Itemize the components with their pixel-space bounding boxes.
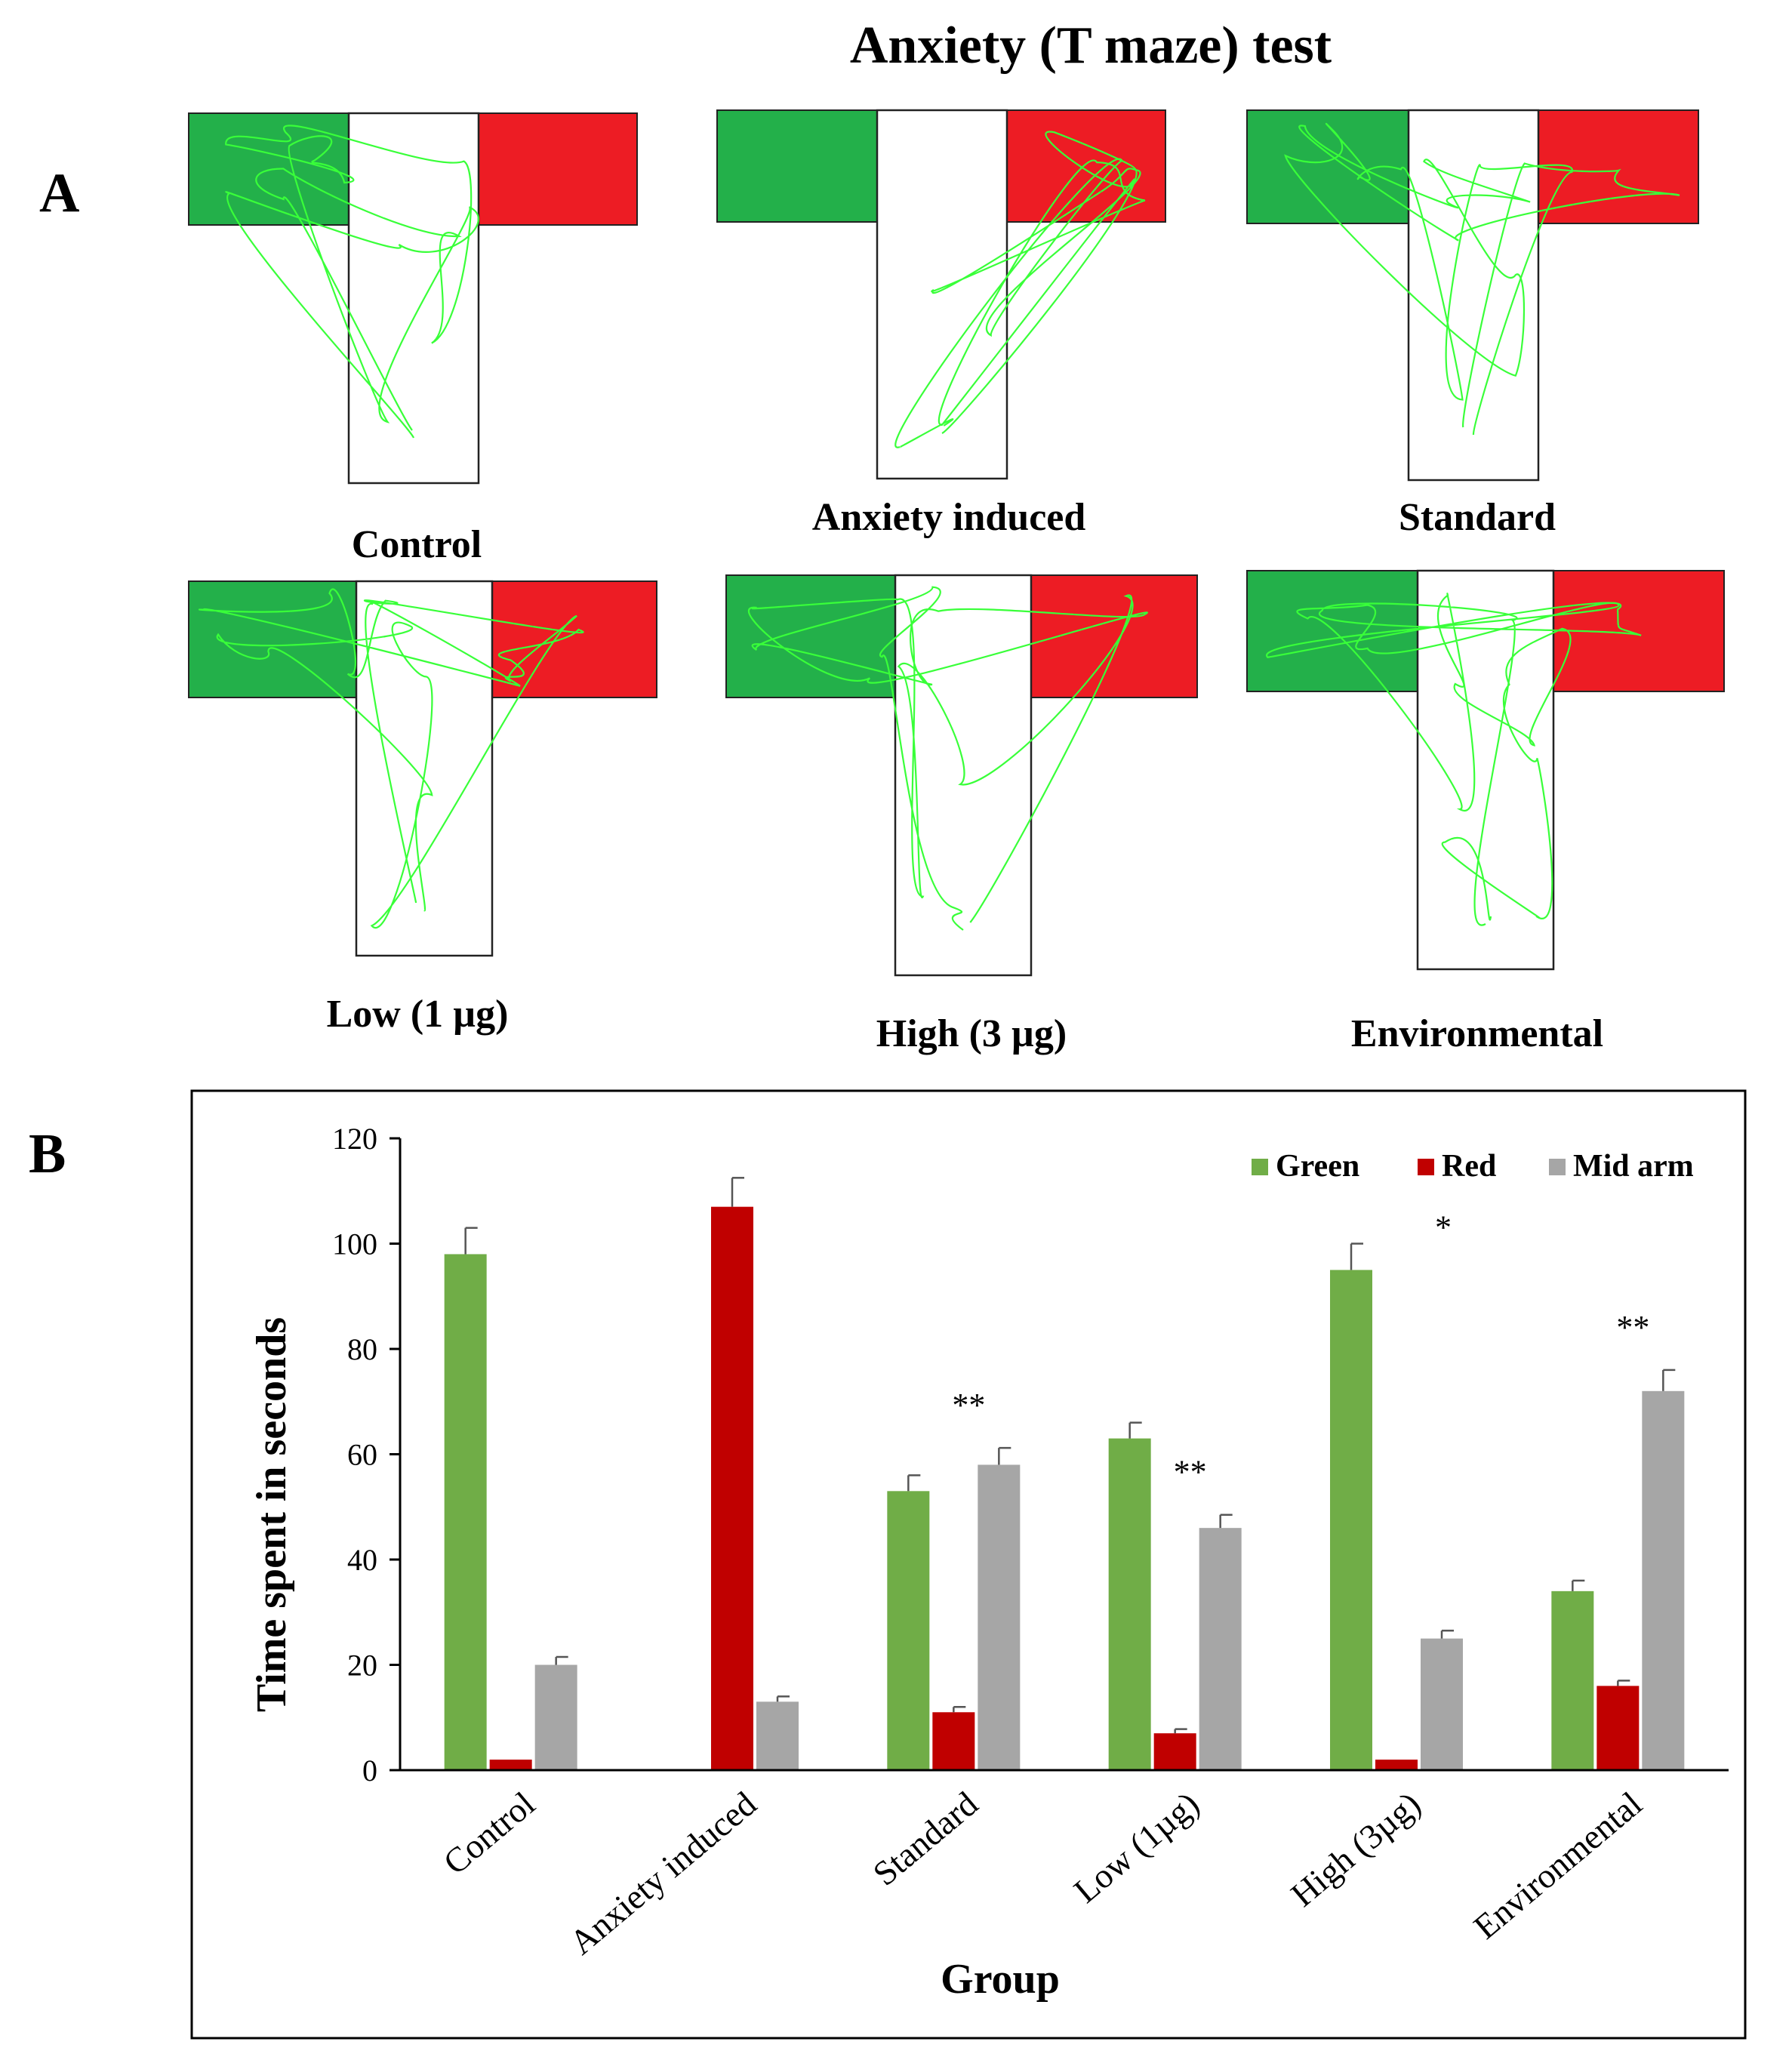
maze-track <box>894 131 1146 448</box>
error-bar <box>555 1655 568 1665</box>
maze-red-arm <box>1006 109 1166 223</box>
error-bar <box>1662 1369 1676 1391</box>
legend-swatch <box>1549 1159 1566 1175</box>
y-tick-label: 20 <box>347 1649 377 1683</box>
maze-2: Anxiety induced <box>716 109 1166 539</box>
maze-mid-arm <box>347 112 480 485</box>
error-bar <box>1617 1680 1630 1686</box>
error-bar <box>1350 1243 1363 1270</box>
panel-b-letter: B <box>29 1123 66 1185</box>
maze-green-arm <box>725 574 896 698</box>
y-tick-label: 60 <box>347 1438 377 1472</box>
x-tick-label: High (3µg) <box>1283 1784 1427 1914</box>
error-bar <box>953 1706 966 1713</box>
maze-mid-arm <box>355 580 494 957</box>
maze-label: Environmental <box>1351 1012 1603 1055</box>
significance-marker: ** <box>952 1387 985 1424</box>
y-tick-label: 100 <box>332 1227 377 1261</box>
maze-mid-arm <box>1416 569 1555 971</box>
legend-label: Red <box>1442 1149 1496 1184</box>
bar-mid-arm <box>1642 1390 1685 1770</box>
maze-5: High (3 µg) <box>725 574 1198 1055</box>
bar-red <box>489 1760 532 1770</box>
bar-mid-arm <box>978 1464 1021 1770</box>
bar-red <box>1153 1733 1196 1770</box>
maze-mid-arm <box>876 109 1008 480</box>
x-tick-label: Environmental <box>1467 1784 1649 1947</box>
error-bar <box>776 1695 790 1702</box>
maze-label: High (3 µg) <box>876 1012 1067 1055</box>
maze-track <box>225 125 479 439</box>
legend-label: Mid arm <box>1573 1149 1694 1184</box>
significance-marker: * <box>1435 1209 1452 1246</box>
x-tick-label: Control <box>436 1784 542 1882</box>
bar-green <box>1330 1270 1372 1770</box>
maze-track <box>199 588 584 929</box>
bar-mid-arm <box>1421 1638 1463 1770</box>
figure-title: Anxiety (T maze) test <box>850 17 1332 75</box>
error-bar <box>1128 1421 1142 1439</box>
bar-green <box>1108 1438 1151 1770</box>
maze-3: Standard <box>1246 109 1699 539</box>
maze-track <box>1284 122 1680 436</box>
maze-1: Control <box>188 112 638 566</box>
error-bar <box>1174 1728 1187 1734</box>
maze-green-arm <box>188 112 349 226</box>
panel-a-letter: A <box>39 162 79 224</box>
y-tick-label: 80 <box>347 1332 377 1366</box>
bar-green <box>1551 1590 1594 1770</box>
y-tick-label: 0 <box>362 1754 377 1788</box>
error-bar <box>907 1474 921 1492</box>
x-tick-label: Low (1µg) <box>1067 1784 1206 1911</box>
maze-track <box>748 586 1148 931</box>
maze-4: Low (1 µg) <box>188 580 657 1036</box>
maze-label: Control <box>352 523 482 566</box>
maze-track <box>1266 593 1642 926</box>
bar-mid-arm <box>756 1701 799 1770</box>
maze-mid-arm <box>894 574 1033 977</box>
bar-chart: 0 20 40 60 80 100 120 Time spent in seconds Cont… <box>248 1122 1729 2003</box>
error-bar <box>1572 1579 1585 1591</box>
legend-swatch <box>1252 1159 1268 1175</box>
bar-mid-arm <box>534 1664 577 1770</box>
maze-label: Low (1 µg) <box>327 993 509 1036</box>
legend: Green Red Mid arm <box>1252 1149 1694 1184</box>
bar-red <box>1375 1760 1418 1770</box>
x-tick-label: Anxiety induced <box>562 1784 764 1962</box>
legend-swatch <box>1418 1159 1434 1175</box>
maze-green-arm <box>716 109 878 223</box>
bar-mid-arm <box>1199 1528 1242 1770</box>
bar-red <box>1596 1686 1640 1770</box>
maze-label: Standard <box>1399 496 1556 539</box>
error-bar <box>464 1227 478 1255</box>
x-tick-label: Standard <box>866 1784 985 1893</box>
maze-mid-arm <box>1407 109 1540 482</box>
y-tick-label: 120 <box>332 1122 377 1156</box>
bar-green <box>444 1254 487 1770</box>
maze-green-arm <box>188 580 357 698</box>
y-tick-label: 40 <box>347 1543 377 1577</box>
bar-green <box>887 1491 930 1770</box>
maze-red-arm <box>478 112 638 226</box>
maze-label: Anxiety induced <box>812 496 1086 539</box>
significance-marker: ** <box>1174 1454 1207 1491</box>
chart-frame <box>190 1089 1747 2040</box>
error-bar <box>1219 1513 1233 1529</box>
maze-panel: Control Anxiety induced Standard Low (1 µg)… <box>188 109 1725 1055</box>
bar-red <box>711 1206 753 1770</box>
error-bar <box>731 1177 744 1207</box>
significance-marker: ** <box>1616 1309 1649 1346</box>
error-bar <box>1440 1629 1454 1639</box>
y-axis-title: Time spent in seconds <box>248 1317 295 1712</box>
bar-red <box>932 1712 975 1770</box>
x-axis-title: Group <box>941 1956 1060 2003</box>
error-bar <box>998 1446 1011 1465</box>
legend-label: Green <box>1276 1149 1359 1184</box>
maze-6: Environmental <box>1246 569 1725 1055</box>
maze-red-arm <box>491 580 657 698</box>
